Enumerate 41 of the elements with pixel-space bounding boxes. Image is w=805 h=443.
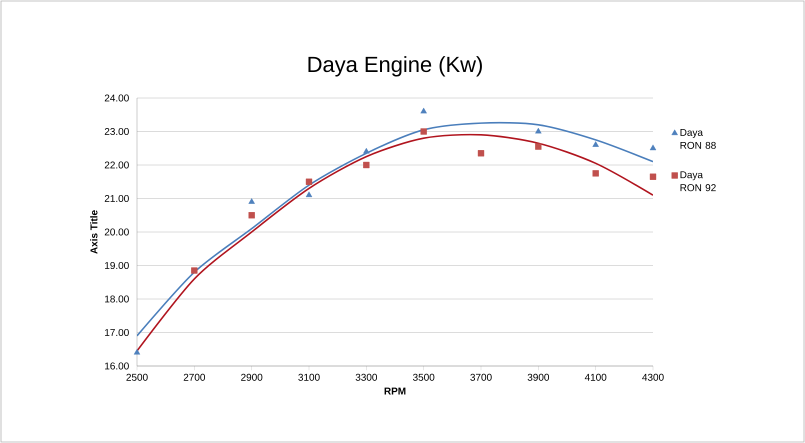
x-tick-label: 3900 — [528, 374, 550, 381]
x-tick-label: 3500 — [412, 374, 434, 381]
y-tick-label: 20.00 — [104, 228, 129, 236]
point — [306, 178, 312, 185]
point — [363, 162, 370, 168]
point — [306, 191, 312, 198]
point — [363, 148, 370, 154]
y-tick-label: 16.00 — [105, 362, 129, 370]
y-tick-label: 22.00 — [104, 161, 129, 169]
y-tick-label: 24.00 — [104, 94, 129, 102]
x-tick-label: 3300 — [356, 374, 378, 381]
legend-label: Daya RON 92 — [680, 171, 716, 192]
legend-label: Daya RON 88 — [680, 128, 716, 149]
x-tick-label: 3700 — [470, 374, 492, 381]
chart-title: Daya Engine (Kw) — [308, 56, 482, 77]
x-tick-label: 4100 — [584, 374, 606, 381]
y-tick-label: 18.00 — [105, 295, 129, 303]
point — [535, 143, 542, 150]
y-tick-label: 19.00 — [105, 262, 129, 270]
point — [592, 170, 599, 177]
y-axis-title: Axis Title — [90, 210, 98, 254]
y-tick-label: 21.00 — [104, 194, 129, 202]
point — [420, 108, 427, 114]
point — [248, 198, 255, 204]
point — [535, 128, 542, 134]
x-tick-label: 2700 — [184, 374, 206, 381]
y-tick-label: 23.00 — [104, 128, 129, 136]
x-tick-label: 4300 — [642, 374, 664, 381]
point — [420, 128, 427, 135]
y-tick-label: 17.00 — [105, 328, 129, 336]
x-tick-label: 3100 — [298, 374, 320, 381]
point — [650, 174, 656, 180]
point — [592, 141, 599, 147]
point — [134, 348, 140, 355]
point — [478, 150, 484, 156]
point — [248, 212, 255, 218]
x-tick-label: 2900 — [241, 374, 262, 381]
point — [650, 144, 656, 150]
point — [191, 267, 198, 274]
x-tick-label: 2500 — [126, 374, 148, 381]
x-axis-title: RPM — [384, 388, 406, 395]
